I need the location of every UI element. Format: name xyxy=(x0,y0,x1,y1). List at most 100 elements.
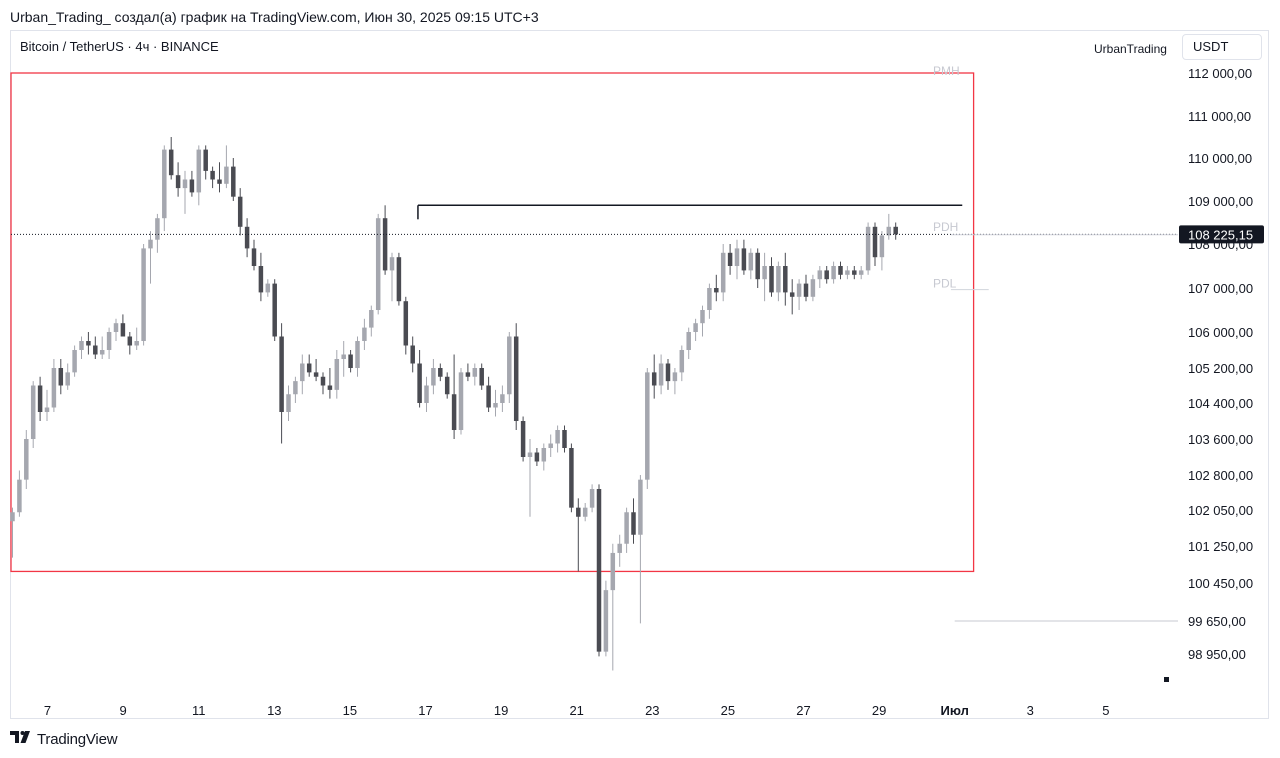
price-tick-label: 109 000,00 xyxy=(1188,194,1253,209)
candle-body xyxy=(355,341,360,368)
price-tick-label: 105 200,00 xyxy=(1188,361,1253,376)
candle-body xyxy=(534,452,540,462)
candle-body xyxy=(865,226,871,271)
candle-body xyxy=(810,279,816,297)
candle-body xyxy=(589,489,595,508)
candle-body xyxy=(251,248,257,266)
price-tick-label: 101 250,00 xyxy=(1188,539,1253,554)
annotation-pdl: PDL xyxy=(933,277,957,291)
candle-body xyxy=(224,166,229,184)
last-price-label: 108 225,15 xyxy=(1188,227,1253,242)
candle-body xyxy=(665,363,671,382)
candle-body xyxy=(403,301,409,346)
candle-body xyxy=(831,266,836,280)
candle-body xyxy=(237,196,243,227)
candle-body xyxy=(576,507,581,517)
tradingview-footer[interactable]: TradingView xyxy=(10,730,118,748)
candle-body xyxy=(596,489,602,652)
candle-body xyxy=(486,385,491,408)
candle-body xyxy=(651,372,657,386)
candle-body xyxy=(493,403,498,408)
candle-body xyxy=(548,443,553,448)
candle-body xyxy=(686,332,691,350)
candle-body xyxy=(51,368,57,408)
candle-body xyxy=(148,239,153,249)
candle-body xyxy=(286,394,291,412)
candle-body xyxy=(707,288,712,310)
candle-body xyxy=(327,385,333,390)
candle-body xyxy=(155,218,160,240)
candle-body xyxy=(72,350,77,373)
candle-body xyxy=(79,341,84,350)
candle-body xyxy=(10,512,15,522)
candle-body xyxy=(258,266,264,293)
candle-body xyxy=(658,363,664,386)
candle-body xyxy=(162,149,167,219)
annotation-pmh: PMH xyxy=(933,64,960,78)
time-tick-label: 11 xyxy=(192,703,206,718)
candle-body xyxy=(679,350,685,373)
candle-body xyxy=(610,552,616,591)
candle-body xyxy=(582,507,588,517)
candle-body xyxy=(369,310,374,328)
candle-body xyxy=(741,248,747,271)
candle-body xyxy=(879,235,885,258)
candle-body xyxy=(113,323,119,332)
candle-body xyxy=(513,336,519,421)
candle-body xyxy=(631,512,636,535)
symbol-legend[interactable]: Bitcoin / TetherUS · 4ч · BINANCE xyxy=(20,39,219,54)
time-tick-label: Июл xyxy=(941,703,969,718)
price-tick-label: 103 600,00 xyxy=(1188,432,1253,447)
candle-body xyxy=(306,363,312,373)
price-tick-label: 106 000,00 xyxy=(1188,325,1253,340)
candle-body xyxy=(803,283,809,297)
candle-body xyxy=(362,327,367,341)
candle-body xyxy=(37,385,43,412)
candle-body xyxy=(438,368,443,377)
candle-body xyxy=(17,479,22,513)
candle-body xyxy=(789,292,795,297)
candle-body xyxy=(748,252,754,271)
chart-caption: Urban_Trading_ создал(а) график на Tradi… xyxy=(10,9,539,25)
candle-body xyxy=(410,345,415,364)
candle-body xyxy=(293,381,298,395)
candle-body xyxy=(168,149,174,176)
candle-body xyxy=(769,266,774,293)
price-tick-label: 111 000,00 xyxy=(1188,109,1251,124)
time-tick-label: 25 xyxy=(721,703,735,718)
time-tick-label: 27 xyxy=(796,703,810,718)
price-tick-label: 102 050,00 xyxy=(1188,503,1253,518)
price-tick-label: 112 000,00 xyxy=(1188,66,1252,81)
candle-body xyxy=(541,448,547,462)
currency-selector[interactable]: USDT xyxy=(1182,34,1262,60)
candle-body xyxy=(479,368,484,386)
candle-body xyxy=(24,439,29,480)
price-tick-label: 100 450,00 xyxy=(1188,576,1253,591)
candle-body xyxy=(99,350,105,355)
time-tick-label: 3 xyxy=(1027,703,1034,718)
time-tick-label: 9 xyxy=(119,703,126,718)
time-tick-label: 29 xyxy=(872,703,886,718)
candle-body xyxy=(472,368,478,377)
candle-body xyxy=(375,218,381,310)
time-tick-label: 13 xyxy=(267,703,281,718)
time-tick-label: 17 xyxy=(418,703,432,718)
tradingview-brand: TradingView xyxy=(37,730,118,748)
candle-body xyxy=(507,336,512,395)
candle-body xyxy=(389,257,395,271)
author-label: UrbanTrading xyxy=(1094,42,1167,56)
price-tick-label: 102 800,00 xyxy=(1188,468,1253,483)
candle-body xyxy=(727,252,733,266)
candle-body xyxy=(527,452,533,457)
candle-body xyxy=(783,266,788,293)
price-tick-label: 98 950,00 xyxy=(1188,647,1246,662)
candle-body xyxy=(838,266,843,275)
candle-body xyxy=(65,372,70,386)
candle-body xyxy=(776,266,781,293)
candle-body xyxy=(127,336,133,346)
candle-body xyxy=(520,421,526,457)
candle-body xyxy=(431,368,436,386)
candle-body xyxy=(645,372,650,480)
last-price-badge xyxy=(1179,225,1264,244)
